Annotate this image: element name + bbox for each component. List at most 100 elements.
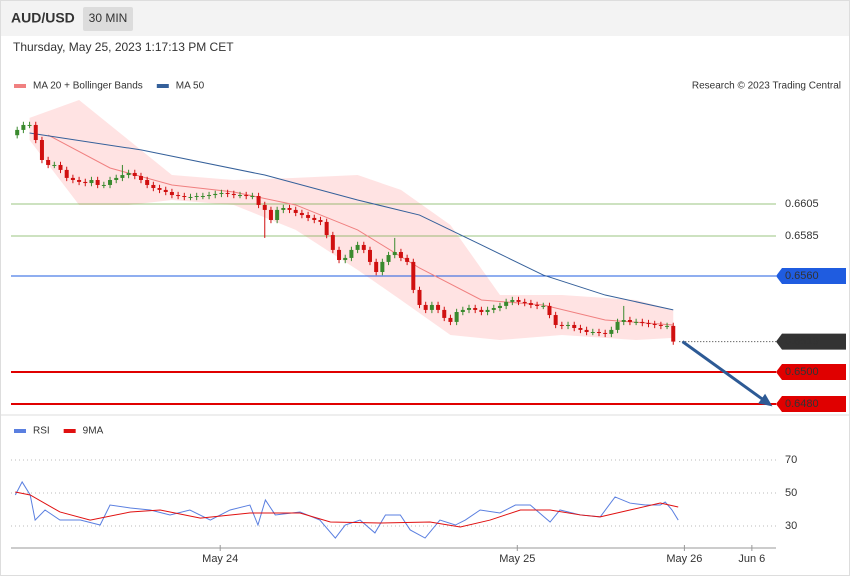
candle-body — [460, 309, 465, 312]
candle-body — [411, 261, 416, 290]
candle-body — [522, 301, 527, 304]
candle-body — [609, 329, 614, 334]
candle-body — [429, 304, 434, 310]
candle-body — [473, 308, 478, 310]
candle-body — [398, 252, 403, 258]
interval-button[interactable] — [83, 7, 133, 31]
candle-body — [312, 217, 317, 220]
candle-body — [349, 249, 354, 258]
legend-label: RSI — [33, 426, 50, 437]
candle-body — [386, 255, 391, 262]
candle-body — [621, 320, 626, 322]
timestamp: Thursday, May 25, 2023 1:17:13 PM CET — [13, 40, 234, 54]
candle-body — [535, 304, 540, 306]
candle-body — [238, 195, 243, 197]
candle-body — [120, 175, 125, 178]
candle-body — [213, 193, 218, 196]
candle-body — [423, 304, 428, 310]
level-label: 0.6560 — [785, 270, 819, 282]
candle-body — [114, 177, 119, 180]
candle-body — [436, 304, 441, 310]
candle-body — [559, 324, 564, 326]
candle-body — [491, 308, 496, 310]
level-label: 0.6519 — [785, 336, 819, 348]
candle-body — [182, 196, 187, 197]
candle-body — [355, 244, 360, 250]
candle-body — [262, 204, 267, 210]
candle-body — [27, 124, 32, 126]
candle-body — [634, 321, 639, 323]
candle-body — [169, 192, 174, 196]
candle-body — [194, 196, 199, 197]
interval[interactable]: 30 MIN — [89, 11, 128, 25]
legend-swatch — [63, 429, 76, 433]
candle-body — [467, 308, 472, 310]
candle-body — [627, 320, 632, 322]
candle-body — [652, 324, 657, 325]
candle-body — [324, 221, 329, 236]
y-tick-label: 30 — [785, 520, 797, 532]
candle-body — [250, 196, 255, 197]
level-label: 0.6480 — [785, 398, 819, 410]
candle-body — [39, 140, 44, 160]
candle-body — [541, 305, 546, 307]
candle-body — [374, 261, 379, 272]
candle-body — [281, 208, 286, 210]
candle-body — [343, 257, 348, 260]
candle-body — [200, 196, 205, 197]
candle-body — [448, 317, 453, 322]
level-label-box — [776, 268, 846, 284]
legend-swatch — [14, 429, 26, 433]
candle-body — [157, 188, 162, 190]
candle-body — [275, 209, 280, 220]
candle-body — [64, 169, 69, 178]
candle-body — [566, 324, 571, 326]
candle-body — [163, 189, 168, 192]
candle-body — [108, 180, 113, 185]
candle-body — [306, 215, 311, 218]
y-tick-label: 70 — [785, 454, 797, 466]
candle-body — [528, 303, 533, 305]
candle-body — [380, 261, 385, 272]
level-label-box — [776, 364, 846, 380]
legend-label: MA 50 — [176, 81, 205, 92]
candle-body — [361, 244, 366, 250]
candle-body — [417, 289, 422, 305]
candle-body — [590, 332, 595, 333]
candle-body — [95, 180, 100, 185]
candle-body — [83, 181, 88, 184]
x-tick-label: May 25 — [499, 553, 535, 565]
candle-body — [584, 329, 589, 332]
candle-body — [615, 321, 620, 330]
candle-body — [318, 220, 323, 222]
level-label-box — [776, 333, 846, 350]
bollinger-band — [29, 100, 674, 340]
forecast-arrow — [681, 340, 771, 406]
forecast-arrowhead — [758, 393, 773, 407]
candle-body — [405, 257, 410, 262]
candle-body — [70, 177, 75, 180]
x-tick-label: May 24 — [202, 553, 238, 565]
legend-label: MA 20 + Bollinger Bands — [33, 81, 143, 92]
series-line — [47, 134, 674, 326]
candle-body — [479, 309, 484, 312]
candle-body — [485, 309, 490, 312]
candle-body — [176, 195, 181, 197]
candle-body — [337, 249, 342, 260]
legend-label: 9MA — [83, 426, 104, 437]
series-line — [29, 132, 674, 311]
candle-body — [219, 192, 224, 194]
level-label: 0.6500 — [785, 366, 819, 378]
candle-body — [547, 305, 552, 316]
candle-body — [126, 172, 131, 176]
candle-body — [454, 312, 459, 322]
candle-body — [33, 124, 38, 140]
candle-body — [671, 325, 676, 342]
candle-body — [572, 324, 577, 328]
candle-body — [207, 195, 212, 197]
candle-body — [89, 180, 94, 184]
candle-body — [15, 129, 20, 136]
candle-body — [256, 196, 261, 205]
candle-body — [225, 192, 230, 194]
